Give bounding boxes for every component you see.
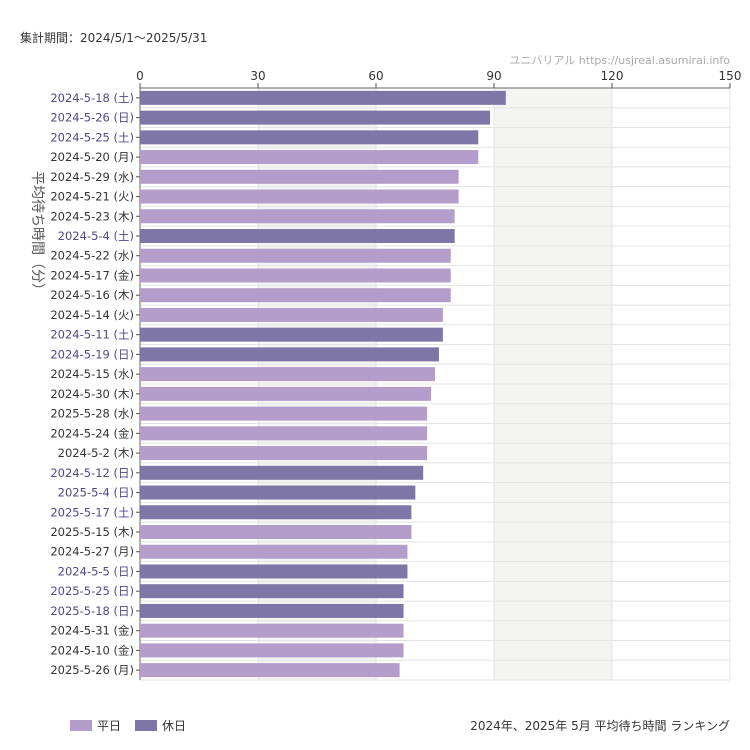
bar <box>140 90 506 105</box>
bar <box>140 465 424 480</box>
y-tick-label: 2025-5-17 (土) <box>50 505 134 519</box>
bar <box>140 525 412 539</box>
bar <box>140 367 435 382</box>
bar <box>140 386 432 401</box>
y-tick-label: 2024-5-16 (木) <box>50 288 134 302</box>
y-tick-label: 2024-5-22 (水) <box>50 249 134 263</box>
y-tick-label: 2024-5-24 (金) <box>50 426 134 440</box>
bar <box>140 288 451 303</box>
bar <box>140 347 439 362</box>
bar <box>140 268 451 283</box>
bar <box>140 505 412 520</box>
y-tick-label: 2024-5-29 (水) <box>50 170 134 184</box>
bar <box>140 544 408 559</box>
bar <box>140 229 455 243</box>
y-tick-label: 2024-5-18 (土) <box>50 91 134 105</box>
bar <box>140 248 451 263</box>
y-tick-label: 2025-5-15 (木) <box>50 525 134 539</box>
y-tick-label: 2025-5-25 (日) <box>50 584 134 598</box>
y-tick-label: 2024-5-15 (水) <box>50 367 134 381</box>
y-tick-label: 2024-5-14 (火) <box>50 308 134 322</box>
y-tick-label: 2024-5-5 (日) <box>58 564 134 578</box>
bar <box>140 169 459 184</box>
bar <box>140 623 404 638</box>
chart-caption: 2024年、2025年 5月 平均待ち時間 ランキング <box>470 719 730 733</box>
bar <box>140 130 479 145</box>
bar <box>140 446 428 461</box>
y-tick-label: 2024-5-17 (金) <box>50 268 134 282</box>
x-tick-label: 120 <box>601 69 624 83</box>
y-tick-label: 2024-5-4 (土) <box>58 229 134 243</box>
bar <box>140 110 491 125</box>
y-tick-label: 2024-5-20 (月) <box>50 150 134 164</box>
y-tick-label: 2024-5-31 (金) <box>50 624 134 638</box>
bar <box>140 209 455 224</box>
legend: 平日 休日 <box>70 717 186 734</box>
y-tick-label: 2025-5-4 (日) <box>58 486 134 500</box>
bar <box>140 663 400 678</box>
y-tick-label: 2024-5-21 (火) <box>50 190 134 204</box>
bar <box>140 603 404 618</box>
bar <box>140 643 404 658</box>
y-tick-label: 2024-5-26 (日) <box>50 111 134 125</box>
y-tick-label: 2024-5-10 (金) <box>50 643 134 657</box>
bar <box>140 406 428 421</box>
y-tick-label: 2024-5-2 (木) <box>58 446 134 460</box>
y-tick-label: 2025-5-28 (水) <box>50 407 134 421</box>
bar <box>140 327 443 342</box>
x-tick-label: 30 <box>250 69 265 83</box>
legend-weekday[interactable]: 平日 <box>70 717 121 734</box>
bar <box>140 584 404 599</box>
y-tick-label: 2025-5-18 (日) <box>50 604 134 618</box>
y-tick-label: 2024-5-25 (土) <box>50 130 134 144</box>
period-label: 集計期間：2024/5/1～2025/5/31 <box>20 31 208 45</box>
y-tick-label: 2024-5-23 (木) <box>50 209 134 223</box>
y-tick-label: 2024-5-12 (日) <box>50 466 134 480</box>
x-tick-label: 90 <box>486 69 501 83</box>
y-tick-label: 2025-5-26 (月) <box>50 663 134 677</box>
x-tick-label: 0 <box>136 69 144 83</box>
bar <box>140 485 416 500</box>
bar <box>140 307 443 322</box>
y-tick-label: 2024-5-19 (日) <box>50 347 134 361</box>
legend-holiday[interactable]: 休日 <box>135 717 186 734</box>
source-label: ユニバリアル https://usjreal.asumirai.info <box>509 54 730 67</box>
bar <box>140 150 479 165</box>
y-tick-label: 2024-5-30 (木) <box>50 387 134 401</box>
x-tick-label: 60 <box>368 69 383 83</box>
bar <box>140 564 408 579</box>
y-axis-label: 平均待ち時間（分） <box>29 171 45 297</box>
bar <box>140 189 459 204</box>
bar <box>140 426 428 441</box>
y-tick-label: 2024-5-11 (土) <box>50 328 134 342</box>
y-tick-label: 2024-5-27 (月) <box>50 545 134 559</box>
x-tick-label: 150 <box>719 69 742 83</box>
